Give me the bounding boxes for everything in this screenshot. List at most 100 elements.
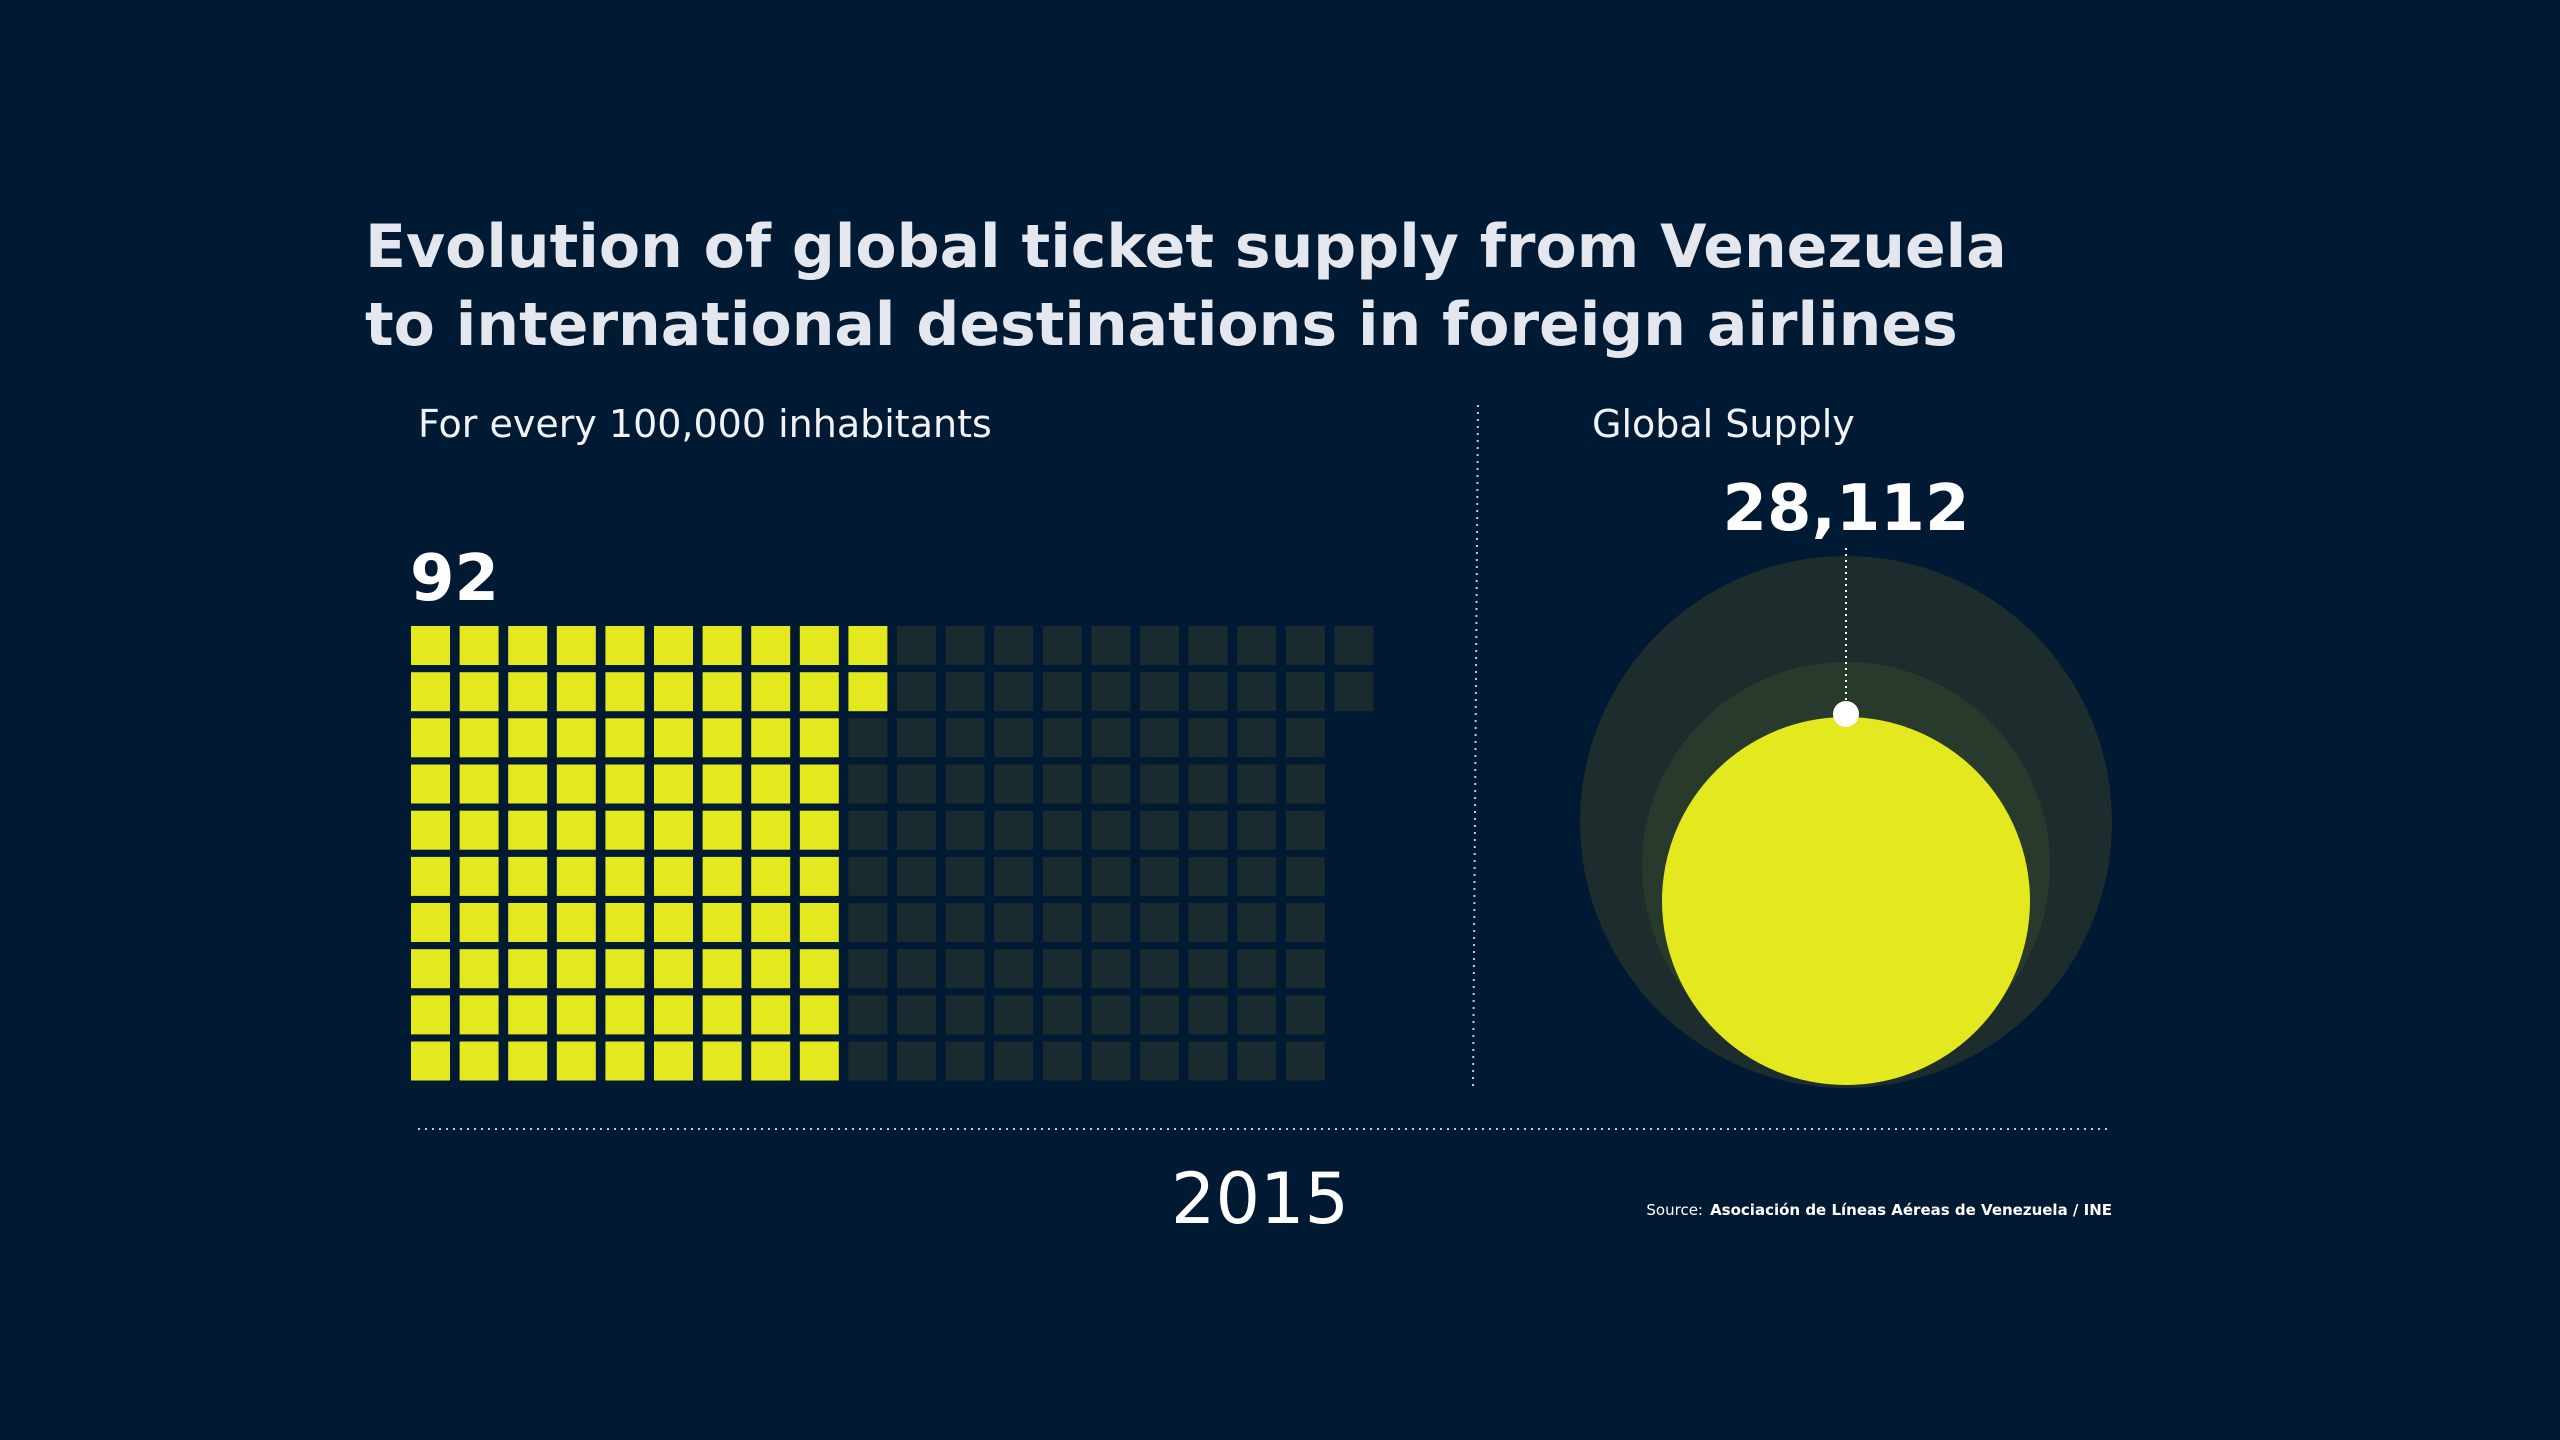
waffle-cell-empty <box>945 1041 985 1081</box>
bubble-chart <box>1580 548 2112 1088</box>
waffle-cell-filled <box>848 672 888 712</box>
waffle-cell-empty <box>994 903 1034 942</box>
waffle-cell-empty <box>897 903 936 942</box>
waffle-cell-filled <box>799 856 839 896</box>
waffle-cell-filled <box>605 856 645 896</box>
waffle-cell-empty <box>1237 903 1277 942</box>
waffle-cell-empty <box>848 903 888 942</box>
waffle-cell-empty <box>1091 672 1131 712</box>
waffle-cell-empty <box>1285 626 1325 665</box>
waffle-cell-filled <box>799 995 839 1035</box>
waffle-cell-filled <box>508 718 548 758</box>
waffle-cell-filled <box>654 718 693 758</box>
bubble-global-supply <box>1662 717 2030 1085</box>
waffle-cell-empty <box>945 810 985 850</box>
waffle-cell-empty <box>1188 764 1228 804</box>
waffle-cell-filled <box>556 856 596 896</box>
waffle-cell-filled <box>508 903 548 942</box>
waffle-cell-empty <box>1188 718 1228 758</box>
waffle-cell-filled <box>751 672 791 712</box>
waffle-cell-empty <box>994 626 1034 665</box>
waffle-cell-filled <box>508 672 548 712</box>
vertical-divider <box>1472 404 1479 1089</box>
waffle-cell-filled <box>605 903 645 942</box>
waffle-cell-empty <box>897 1041 936 1081</box>
waffle-cell-filled <box>556 995 596 1035</box>
waffle-cell-empty <box>1237 718 1277 758</box>
waffle-cell-empty <box>1091 810 1131 850</box>
waffle-cell-filled <box>605 764 645 804</box>
waffle-cell-filled <box>411 856 450 896</box>
waffle-cell-filled <box>605 626 645 665</box>
waffle-cell-empty <box>1188 672 1228 712</box>
waffle-cell-empty <box>897 764 936 804</box>
source-label: Source: <box>1646 1201 1703 1219</box>
waffle-cell-empty <box>1091 949 1131 989</box>
waffle-cell-filled <box>799 949 839 989</box>
waffle-cell-filled <box>508 764 548 804</box>
waffle-cell-filled <box>799 672 839 712</box>
waffle-cell-filled <box>654 903 693 942</box>
waffle-cell-empty <box>1237 764 1277 804</box>
waffle-cell-filled <box>654 764 693 804</box>
waffle-cell-empty <box>1091 764 1131 804</box>
waffle-cell-empty <box>945 672 985 712</box>
waffle-cell-filled <box>411 626 450 665</box>
waffle-cell-filled <box>411 995 450 1035</box>
waffle-cell-empty <box>1237 856 1277 896</box>
waffle-cell-empty <box>1237 810 1277 850</box>
waffle-cell-empty <box>1042 764 1082 804</box>
waffle-cell-empty <box>1042 810 1082 850</box>
waffle-cell-empty <box>994 718 1034 758</box>
waffle-cell-empty <box>994 995 1034 1035</box>
waffle-cell-empty <box>1140 949 1179 989</box>
waffle-cell-filled <box>702 995 742 1035</box>
waffle-cell-filled <box>411 1041 450 1081</box>
waffle-cell-filled <box>411 764 450 804</box>
waffle-cell-filled <box>751 810 791 850</box>
waffle-cell-empty <box>1237 995 1277 1035</box>
waffle-cell-filled <box>605 949 645 989</box>
waffle-cell-empty <box>1188 626 1228 665</box>
waffle-cell-filled <box>605 718 645 758</box>
waffle-cell-empty <box>945 995 985 1035</box>
waffle-cell-empty <box>1285 764 1325 804</box>
waffle-cell-empty <box>1140 1041 1179 1081</box>
waffle-cell-empty <box>1091 856 1131 896</box>
year-label: 2015 <box>1171 1158 1349 1240</box>
waffle-cell-empty <box>848 856 888 896</box>
source-text: Asociación de Líneas Aéreas de Venezuela… <box>1710 1201 2112 1219</box>
waffle-cell-filled <box>702 903 742 942</box>
waffle-cell-filled <box>702 949 742 989</box>
waffle-cell-empty <box>1042 672 1082 712</box>
waffle-cell-filled <box>654 810 693 850</box>
waffle-cell-filled <box>459 626 499 665</box>
waffle-cell-filled <box>654 949 693 989</box>
waffle-cell-filled <box>508 995 548 1035</box>
waffle-cell-filled <box>799 718 839 758</box>
waffle-cell-empty <box>945 626 985 665</box>
waffle-cell-empty <box>1140 995 1179 1035</box>
waffle-cell-empty <box>1188 810 1228 850</box>
waffle-cell-empty <box>1042 903 1082 942</box>
waffle-cell-filled <box>459 672 499 712</box>
waffle-cell-empty <box>848 764 888 804</box>
waffle-cell-filled <box>605 672 645 712</box>
waffle-cell-empty <box>945 764 985 804</box>
waffle-cell-empty <box>945 856 985 896</box>
waffle-cell-filled <box>556 764 596 804</box>
waffle-cell-empty <box>897 810 936 850</box>
waffle-cell-empty <box>1042 856 1082 896</box>
waffle-cell-filled <box>702 672 742 712</box>
waffle-cell-filled <box>556 810 596 850</box>
waffle-cell-filled <box>751 626 791 665</box>
waffle-cell-empty <box>945 949 985 989</box>
waffle-cell-empty <box>994 764 1034 804</box>
waffle-cell-filled <box>459 856 499 896</box>
waffle-cell-filled <box>556 903 596 942</box>
waffle-cell-empty <box>1237 626 1277 665</box>
waffle-cell-filled <box>702 856 742 896</box>
waffle-cell-empty <box>1237 949 1277 989</box>
waffle-cell-empty <box>1140 626 1179 665</box>
waffle-cell-filled <box>411 718 450 758</box>
